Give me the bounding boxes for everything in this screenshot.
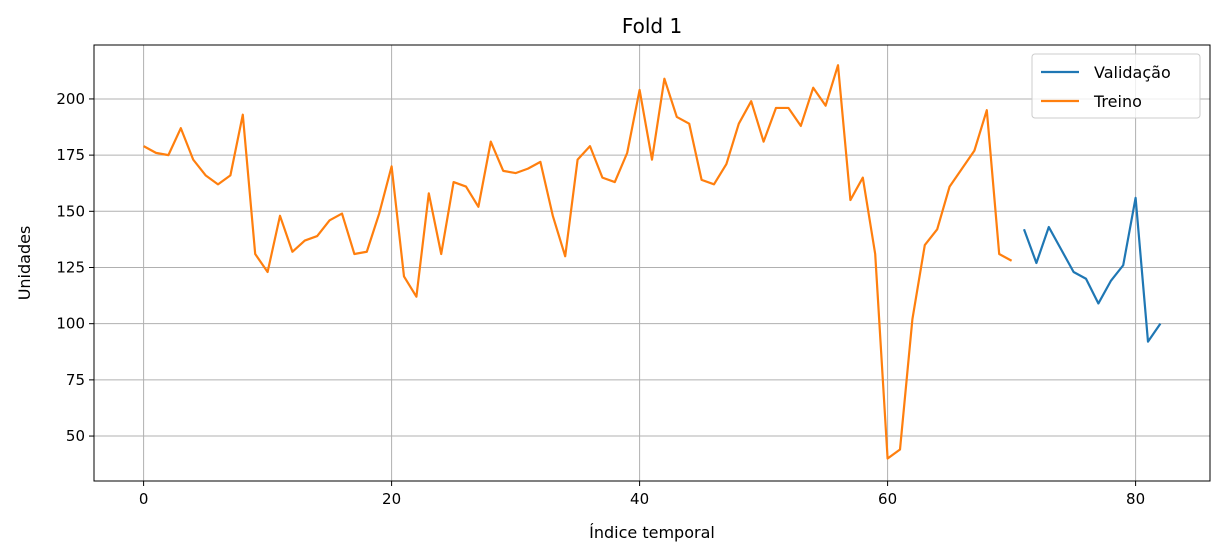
ticks: 0 20 40 60 80 50 75 100 125 150 175 200 [56,90,1145,508]
y-tick-label: 125 [56,258,85,276]
legend-label: Validação [1094,63,1171,82]
series-layer [143,64,1162,460]
chart-title: Fold 1 [622,14,682,38]
y-tick-label: 50 [66,427,85,445]
plot-frame [93,44,1211,482]
y-tick-label: 100 [56,315,85,333]
x-tick-label: 20 [382,490,401,508]
y-tick-label: 175 [56,146,85,164]
y-tick-label: 200 [56,90,85,108]
x-tick-label: 0 [139,490,149,508]
y-tick-label: 75 [66,371,85,389]
x-tick-label: 40 [630,490,649,508]
series-line-treino [143,64,1013,460]
legend-label: Treino [1093,92,1142,111]
series-line-validacao [1022,196,1162,343]
y-axis-label: Unidades [15,226,34,301]
x-tick-label: 60 [878,490,897,508]
x-tick-label: 80 [1126,490,1145,508]
x-axis-label: Índice temporal [589,523,715,542]
legend: Validação Treino [1031,53,1201,119]
y-tick-label: 150 [56,202,85,220]
